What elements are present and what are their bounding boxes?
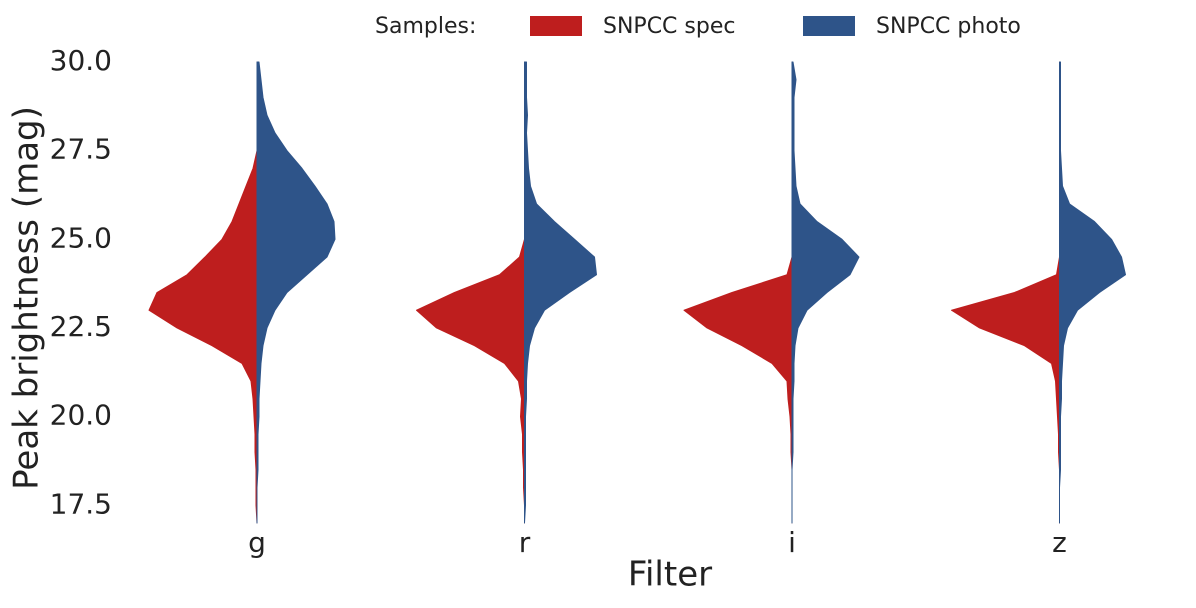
violin-half: [256, 61, 336, 524]
y-tick-label: 27.5: [50, 133, 112, 166]
violin-half: [951, 61, 1060, 524]
x-tick-label: i: [788, 526, 796, 559]
legend-swatch: [530, 16, 582, 36]
violin-half: [524, 61, 597, 524]
violin-half: [148, 61, 258, 524]
violin-half: [683, 61, 793, 524]
legend-label: SNPCC photo: [876, 14, 1021, 39]
x-tick-label: r: [519, 526, 531, 559]
violin-half: [416, 61, 525, 524]
x-axis-label: Filter: [628, 555, 712, 595]
y-tick-label: 25.0: [50, 221, 112, 254]
x-tick-label: g: [248, 526, 266, 559]
y-tick-label: 17.5: [50, 487, 112, 520]
y-axis-label: Peak brightness (mag): [7, 106, 47, 490]
violin-half: [791, 61, 860, 524]
y-tick-label: 22.5: [50, 310, 112, 343]
legend-label: SNPCC spec: [603, 14, 735, 39]
violin-half: [1059, 61, 1126, 524]
legend-title: Samples:: [375, 14, 476, 39]
x-tick-label: z: [1052, 526, 1067, 559]
y-tick-label: 20.0: [50, 399, 112, 432]
y-tick-label: 30.0: [50, 44, 112, 77]
legend-swatch: [803, 16, 855, 36]
